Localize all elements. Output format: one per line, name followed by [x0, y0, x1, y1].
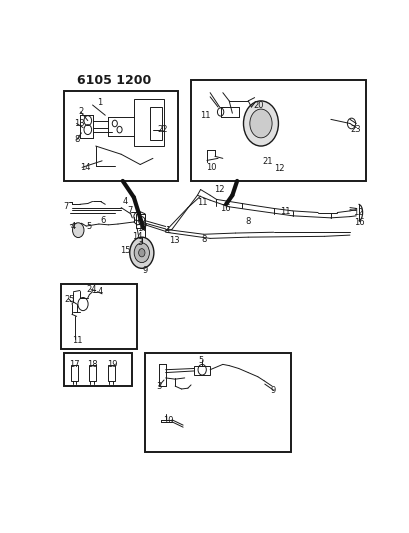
Bar: [191, 80, 365, 181]
Circle shape: [249, 109, 272, 138]
Text: 6105 1200: 6105 1200: [76, 74, 151, 87]
Circle shape: [134, 243, 149, 263]
Text: 23: 23: [349, 125, 360, 134]
Circle shape: [72, 223, 84, 238]
Text: 4: 4: [70, 222, 75, 231]
Text: 12: 12: [273, 164, 283, 173]
Text: 14: 14: [132, 232, 142, 241]
Text: 4: 4: [97, 287, 102, 296]
Text: 18: 18: [87, 360, 97, 369]
Circle shape: [138, 248, 145, 257]
Text: 9: 9: [142, 266, 148, 275]
Text: 25: 25: [65, 295, 75, 304]
Text: 12: 12: [213, 185, 224, 195]
Text: 11: 11: [279, 207, 290, 216]
Text: 11: 11: [200, 111, 211, 120]
Text: 1: 1: [97, 99, 102, 108]
Text: 14: 14: [80, 163, 90, 172]
Text: 3: 3: [137, 238, 143, 247]
Text: 3: 3: [156, 382, 161, 391]
Text: 5: 5: [87, 222, 92, 231]
Bar: [61, 284, 137, 349]
Text: 2: 2: [78, 107, 83, 116]
Bar: [71, 365, 78, 381]
Text: 13: 13: [169, 236, 179, 245]
Text: 20: 20: [252, 101, 263, 109]
Text: 16: 16: [353, 219, 364, 227]
Text: 5: 5: [198, 356, 203, 365]
Bar: [108, 365, 115, 381]
Text: 10: 10: [206, 163, 216, 172]
Text: 19: 19: [107, 360, 117, 369]
Bar: [149, 107, 162, 140]
Text: 8: 8: [201, 235, 206, 244]
Circle shape: [129, 237, 153, 268]
Circle shape: [243, 101, 278, 146]
Bar: [88, 365, 96, 381]
Text: 11: 11: [197, 198, 207, 207]
Text: 17: 17: [69, 360, 79, 369]
Text: 7: 7: [63, 202, 69, 211]
Text: 16: 16: [219, 204, 230, 213]
Text: 13: 13: [74, 119, 85, 128]
Text: 4: 4: [122, 197, 128, 206]
Bar: [64, 91, 178, 181]
Text: 8: 8: [74, 135, 79, 144]
Text: 15: 15: [120, 246, 131, 255]
Bar: [194, 366, 210, 375]
Text: 8: 8: [245, 217, 250, 226]
Text: 10: 10: [163, 416, 173, 425]
Text: 21: 21: [262, 157, 272, 166]
Text: 11: 11: [72, 336, 82, 345]
Text: 12: 12: [352, 208, 363, 217]
Text: 24: 24: [87, 285, 97, 294]
Text: 1: 1: [164, 226, 170, 235]
Text: 7: 7: [127, 206, 133, 215]
Text: 6: 6: [100, 216, 106, 225]
Bar: [136, 214, 145, 228]
Text: 17: 17: [137, 224, 148, 232]
Text: 9: 9: [270, 386, 275, 395]
Text: 22: 22: [157, 125, 168, 134]
Bar: [133, 99, 164, 146]
Bar: [64, 353, 132, 386]
Bar: [145, 353, 290, 452]
